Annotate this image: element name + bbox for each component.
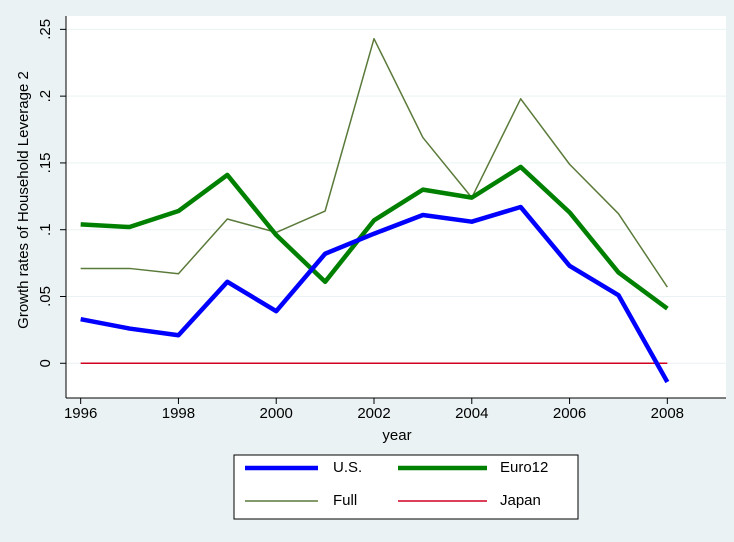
- x-tick-label: 2002: [357, 405, 390, 422]
- series-line: [80, 164, 669, 311]
- y-tick-label: .1: [37, 223, 54, 236]
- y-tick-label: .2: [37, 90, 54, 103]
- x-axis-title: year: [382, 427, 411, 444]
- y-tick-label: .15: [37, 152, 54, 173]
- legend-box: [233, 454, 579, 520]
- x-tick-label: 1998: [162, 405, 195, 422]
- legend-label: U.S.: [333, 459, 362, 476]
- x-tick-label: 2006: [553, 405, 586, 422]
- y-tick-label: .25: [37, 19, 54, 40]
- legend-label: Full: [333, 492, 357, 509]
- series-line: [80, 37, 668, 288]
- x-tick-label: 2008: [651, 405, 684, 422]
- legend-label: Euro12: [500, 459, 548, 476]
- y-tick-label: 0: [37, 359, 54, 367]
- series-line: [80, 204, 670, 384]
- x-tick-label: 1996: [64, 405, 97, 422]
- x-tick-label: 2004: [455, 405, 488, 422]
- y-tick-label: .05: [37, 286, 54, 307]
- x-tick-label: 2000: [260, 405, 293, 422]
- y-axis-title: Growth rates of Household Leverage 2: [15, 71, 32, 329]
- legend-label: Japan: [500, 492, 541, 509]
